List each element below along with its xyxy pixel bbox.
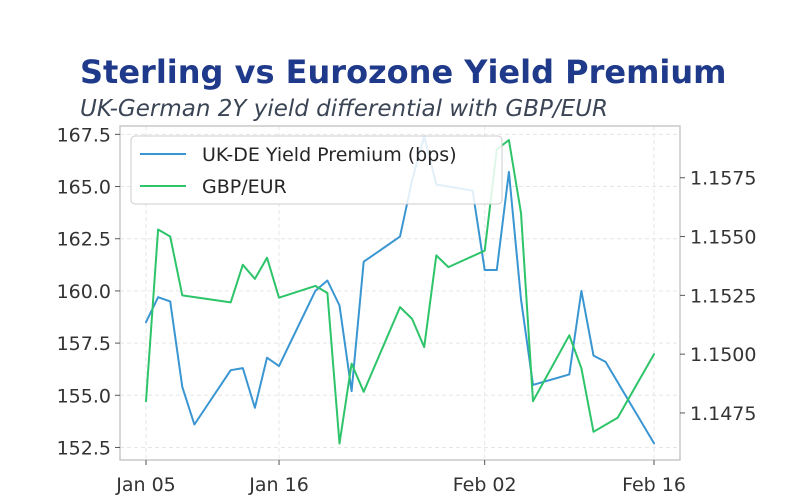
series-line-gbp-eur — [145, 139, 655, 445]
right-tick-label: 1.1550 — [690, 227, 756, 249]
chart-title: Sterling vs Eurozone Yield Premium — [80, 53, 727, 91]
left-tick-label: 160.0 — [57, 281, 111, 303]
legend-label-gbp-eur: GBP/EUR — [202, 176, 287, 198]
right-tick-label: 1.1500 — [690, 344, 756, 366]
left-tick-label: 155.0 — [57, 385, 111, 407]
right-tick-label: 1.1525 — [690, 285, 756, 307]
plot-frame — [119, 125, 681, 461]
series-line-yield-premium — [145, 135, 655, 445]
left-tick-label: 167.5 — [57, 124, 111, 146]
x-tick-label: Feb 02 — [453, 474, 517, 496]
left-tick-label: 152.5 — [57, 437, 111, 459]
x-tick-label: Jan 05 — [115, 474, 176, 496]
legend-box — [130, 135, 503, 205]
series-layer — [145, 135, 655, 445]
right-tick-label: 1.1475 — [690, 403, 756, 425]
left-tick-label: 162.5 — [57, 229, 111, 251]
right-y-axis: 1.1475 1.1500 1.1525 1.1550 1.1575 — [680, 168, 756, 425]
legend-label-yield-premium: UK-DE Yield Premium (bps) — [202, 144, 457, 166]
right-tick-label: 1.1575 — [690, 168, 756, 190]
left-tick-label: 165.0 — [57, 177, 111, 199]
left-tick-label: 157.5 — [57, 333, 111, 355]
x-tick-label: Feb 16 — [622, 474, 686, 496]
x-axis: Jan 05 Jan 16 Feb 02 Feb 16 — [115, 460, 686, 496]
left-y-axis: 152.5 155.0 157.5 160.0 162.5 165.0 167.5 — [57, 124, 120, 459]
x-tick-label: Jan 16 — [248, 474, 309, 496]
legend: UK-DE Yield Premium (bps) GBP/EUR — [130, 135, 503, 205]
chart-subtitle: UK-German 2Y yield differential with GBP… — [80, 96, 608, 122]
